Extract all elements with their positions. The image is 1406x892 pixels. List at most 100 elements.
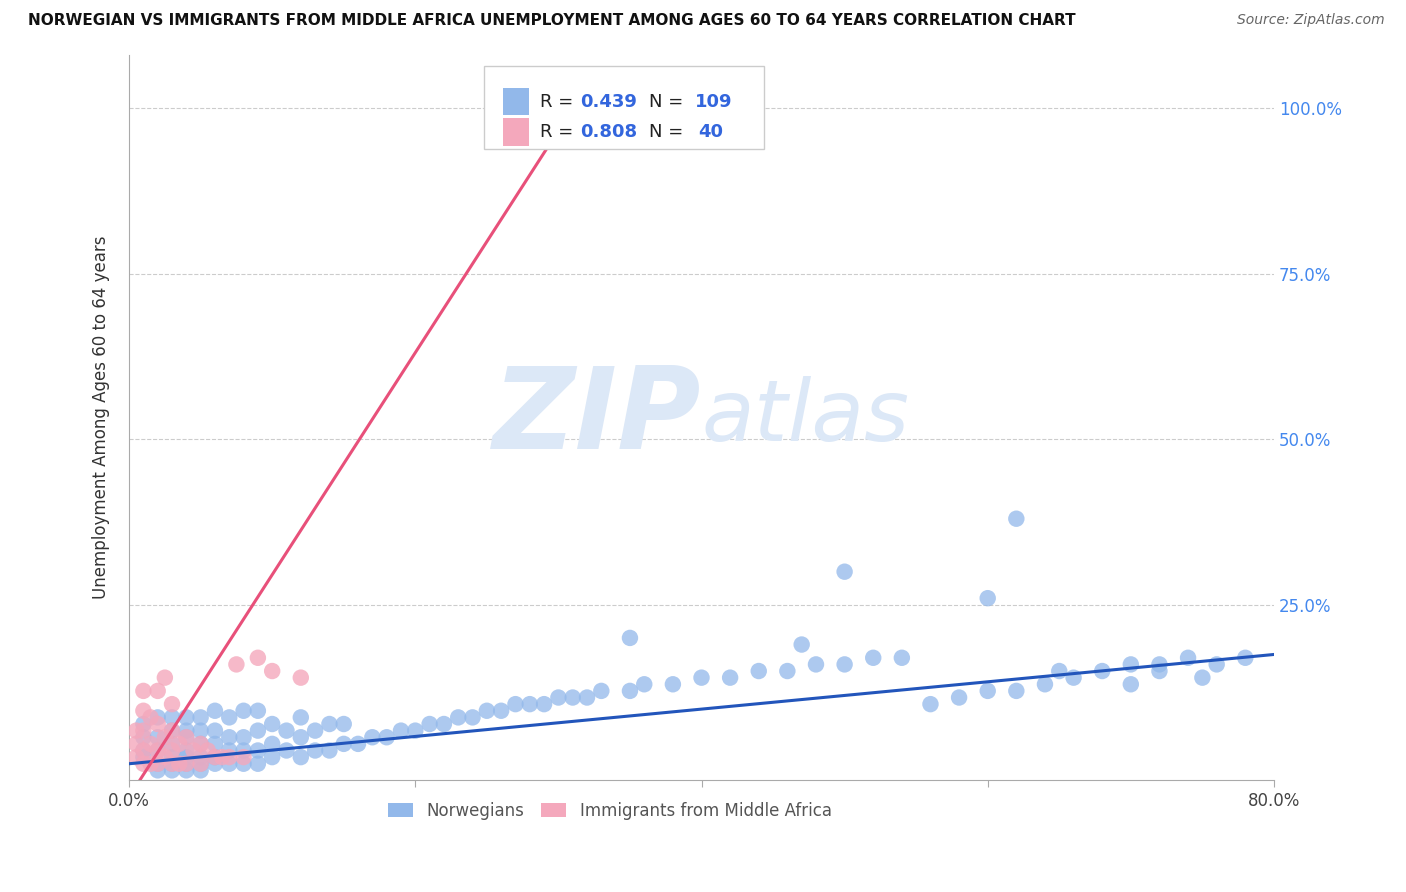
Point	[190, 756, 212, 771]
Point	[146, 743, 169, 757]
Point	[232, 750, 254, 764]
Point	[290, 671, 312, 685]
Point	[139, 737, 162, 751]
Point	[262, 750, 284, 764]
Point	[475, 704, 498, 718]
Point	[718, 671, 741, 685]
Point	[132, 723, 155, 738]
Point	[232, 743, 254, 757]
Point	[1191, 671, 1213, 685]
Point	[347, 737, 370, 751]
Point	[1047, 664, 1070, 678]
Text: N =: N =	[648, 123, 689, 141]
Y-axis label: Unemployment Among Ages 60 to 64 years: Unemployment Among Ages 60 to 64 years	[93, 236, 110, 599]
Point	[633, 677, 655, 691]
Point	[132, 731, 155, 745]
Point	[211, 750, 233, 764]
Point	[561, 101, 583, 115]
Point	[375, 731, 398, 745]
Point	[160, 756, 183, 771]
Text: NORWEGIAN VS IMMIGRANTS FROM MIDDLE AFRICA UNEMPLOYMENT AMONG AGES 60 TO 64 YEAR: NORWEGIAN VS IMMIGRANTS FROM MIDDLE AFRI…	[28, 13, 1076, 29]
Point	[1177, 650, 1199, 665]
Point	[262, 664, 284, 678]
Point	[139, 710, 162, 724]
Point	[146, 710, 169, 724]
Point	[662, 677, 685, 691]
Point	[190, 750, 212, 764]
Point	[332, 717, 354, 731]
Point	[146, 764, 169, 778]
Point	[176, 756, 198, 771]
Point	[361, 731, 384, 745]
Point	[619, 684, 641, 698]
Point	[160, 697, 183, 711]
Point	[276, 743, 298, 757]
Text: 40: 40	[697, 123, 723, 141]
Point	[290, 710, 312, 724]
Point	[132, 717, 155, 731]
Point	[389, 723, 412, 738]
Point	[204, 750, 226, 764]
Point	[505, 697, 527, 711]
Point	[197, 743, 219, 757]
Point	[218, 743, 240, 757]
Point	[1005, 512, 1028, 526]
Point	[139, 756, 162, 771]
Text: 0.808: 0.808	[581, 123, 637, 141]
Text: R =: R =	[540, 123, 579, 141]
Point	[204, 737, 226, 751]
FancyBboxPatch shape	[503, 119, 529, 145]
Point	[834, 657, 856, 672]
Point	[146, 684, 169, 698]
Point	[132, 704, 155, 718]
Point	[146, 717, 169, 731]
Point	[920, 697, 942, 711]
Point	[176, 743, 198, 757]
Point	[225, 657, 247, 672]
Point	[246, 723, 269, 738]
Point	[160, 710, 183, 724]
Point	[218, 710, 240, 724]
Point	[790, 638, 813, 652]
Point	[232, 731, 254, 745]
Point	[146, 731, 169, 745]
Point	[132, 743, 155, 757]
Point	[561, 690, 583, 705]
Point	[276, 723, 298, 738]
Point	[218, 750, 240, 764]
Point	[176, 750, 198, 764]
Point	[433, 717, 456, 731]
Point	[167, 756, 190, 771]
Point	[176, 756, 198, 771]
Point	[447, 710, 470, 724]
Point	[125, 723, 148, 738]
Point	[146, 756, 169, 771]
Point	[304, 743, 326, 757]
Point	[160, 750, 183, 764]
Point	[1005, 684, 1028, 698]
Point	[232, 756, 254, 771]
Point	[1033, 677, 1056, 691]
Point	[776, 664, 799, 678]
Point	[160, 743, 183, 757]
Point	[1119, 657, 1142, 672]
Point	[489, 704, 512, 718]
Point	[125, 737, 148, 751]
Point	[132, 756, 155, 771]
Point	[218, 756, 240, 771]
Point	[461, 710, 484, 724]
Point	[232, 704, 254, 718]
Point	[318, 743, 340, 757]
Point	[190, 756, 212, 771]
FancyBboxPatch shape	[484, 66, 765, 150]
Point	[218, 731, 240, 745]
Point	[1234, 650, 1257, 665]
Text: R =: R =	[540, 93, 579, 111]
Point	[977, 591, 1000, 606]
Point	[290, 731, 312, 745]
Point	[1149, 657, 1171, 672]
Point	[890, 650, 912, 665]
Point	[132, 684, 155, 698]
Point	[1063, 671, 1085, 685]
Point	[153, 750, 176, 764]
